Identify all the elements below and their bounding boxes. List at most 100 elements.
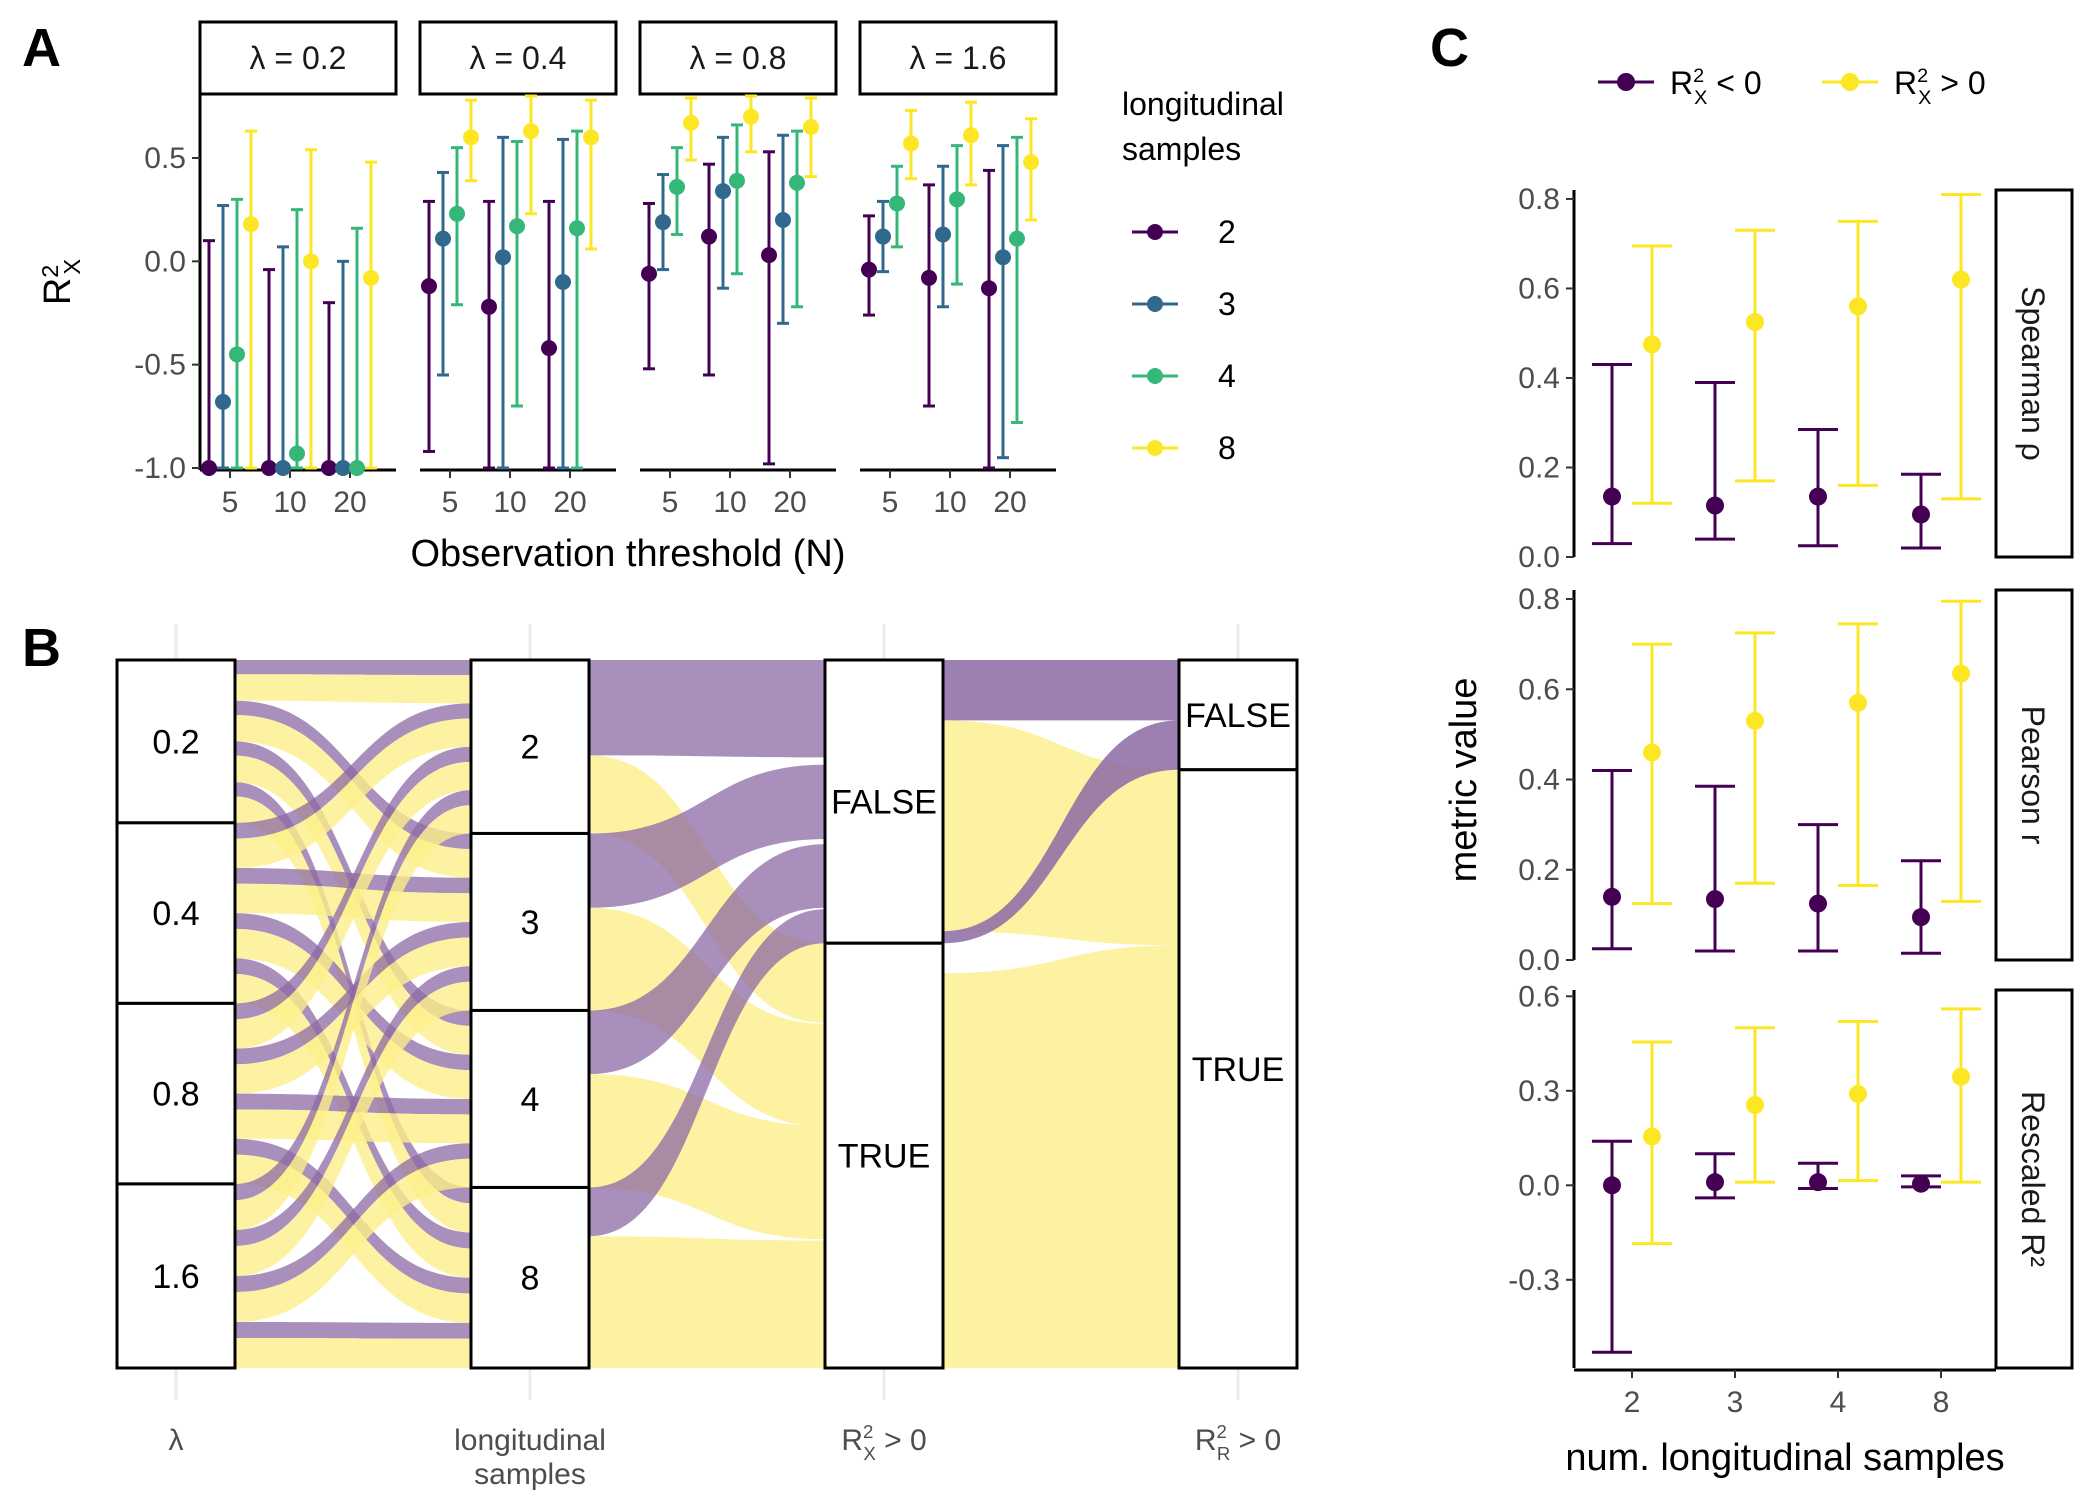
flow-ribbon-true-b <box>589 1236 825 1368</box>
y-axis-title-a: R2X <box>37 259 85 306</box>
x-axis-title-a: Observation threshold (N) <box>410 533 845 575</box>
flow-ribbon-true-b <box>235 674 471 704</box>
y-tick-label-a: 0.5 <box>144 142 186 175</box>
stratum-box-b <box>469 1185 591 1370</box>
x-tick-label-c: 3 <box>1727 1386 1744 1419</box>
stratum-box-b <box>1177 658 1299 772</box>
facet-strip-c-1 <box>1994 588 2074 962</box>
legend-label-a: 4 <box>1218 358 1236 394</box>
flow-ribbon-false-b <box>235 966 471 1247</box>
data-point-c <box>1809 894 1827 913</box>
x-tick-label-a: 5 <box>222 486 239 519</box>
y-tick-label-c: 0.0 <box>1518 944 1560 977</box>
flow-ribbon-true-b <box>943 945 1179 1368</box>
data-point-a-n8 <box>363 269 379 286</box>
stratum-label-b: 2 <box>521 729 540 767</box>
stratum-box-b <box>115 1001 237 1186</box>
x-tick-label-a: 5 <box>882 486 899 519</box>
stratum-label-b: TRUE <box>838 1138 931 1176</box>
data-point-a-n4 <box>229 346 245 363</box>
flow-ribbon-false-b <box>235 790 471 1201</box>
flow-ribbon-true-b <box>235 981 471 1276</box>
x-tick-label-a: 20 <box>333 486 366 519</box>
legend-title-a-line2: samples <box>1122 131 1241 167</box>
data-point-a-n4 <box>729 172 745 189</box>
data-point-a-n3 <box>715 183 731 200</box>
data-point-a-n3 <box>555 274 571 290</box>
x-tick-label-c: 4 <box>1830 1386 1847 1419</box>
y-tick-label-a: -1.0 <box>134 452 186 485</box>
data-point-c <box>1706 1173 1724 1192</box>
data-point-a-n4 <box>569 220 585 237</box>
data-point-c <box>1603 887 1621 906</box>
data-point-a-n2 <box>261 460 277 476</box>
data-point-a-n4 <box>949 191 965 208</box>
legend-title-a-line1: longitudinal <box>1122 86 1284 122</box>
data-point-a-n8 <box>963 127 979 144</box>
data-point-a-n8 <box>243 216 259 233</box>
facet-strip-c-0 <box>1994 188 2074 559</box>
facet-strip-label-group-c: Pearson r <box>2015 706 2051 845</box>
stratum-box-b <box>469 658 591 835</box>
data-point-a-n3 <box>335 460 351 476</box>
stratum-box-b <box>823 941 945 1370</box>
data-point-a-n3 <box>775 212 791 228</box>
x-tick-label-a: 20 <box>773 486 806 519</box>
legend-label-a: 3 <box>1218 286 1236 322</box>
stratum-label-b: 1.6 <box>152 1258 199 1296</box>
stratum-label-b: 3 <box>521 904 540 942</box>
data-point-a-n8 <box>683 114 699 131</box>
data-point-a-n3 <box>875 228 891 245</box>
data-point-c <box>1706 496 1724 515</box>
facet-strip-a-3 <box>858 20 1058 96</box>
legend-label-c: R2 X > 0 <box>1894 65 1986 109</box>
facet-strip-label-c-2: Rescaled R² <box>2015 1091 2051 1267</box>
data-point-c <box>1643 335 1661 354</box>
facet-strip-label-c-0: Spearman ρ <box>2015 286 2051 461</box>
data-point-a-n3 <box>935 226 951 243</box>
facet-strip-label-a-0: λ = 0.2 <box>250 40 347 76</box>
alluvial-axis-label-b: R2 R > 0 <box>1195 1421 1281 1464</box>
data-point-a-n2 <box>981 280 997 297</box>
legend-key-point-a <box>1147 368 1163 384</box>
stratum-box-b <box>115 658 237 825</box>
stratum-label-b: 0.2 <box>152 723 199 761</box>
data-point-a-n3 <box>995 249 1011 266</box>
data-point-a-n3 <box>275 460 291 476</box>
y-axis-title-group-c: metric value <box>1443 678 1485 883</box>
y-axis-title-c: metric value <box>1443 678 1485 883</box>
flows-b <box>235 660 1179 1368</box>
data-point-a-n4 <box>289 445 305 462</box>
data-point-a-n4 <box>449 205 465 222</box>
data-point-a-n8 <box>303 253 319 270</box>
y-tick-label-c: 0.8 <box>1518 583 1560 616</box>
stratum-label-b: 0.4 <box>152 895 199 933</box>
data-point-c <box>1809 487 1827 506</box>
data-point-a-n8 <box>903 135 919 152</box>
data-point-a-n8 <box>803 119 819 135</box>
x-tick-label-a: 10 <box>273 486 306 519</box>
flow-ribbon-true-b <box>589 1074 825 1240</box>
stratum-label-b: FALSE <box>1185 697 1291 735</box>
legend-label-c: R2 X < 0 <box>1670 65 1762 109</box>
facet-strip-label-group-c: Spearman ρ <box>2015 286 2051 461</box>
data-point-a-n3 <box>215 393 231 410</box>
data-point-a-n4 <box>1009 230 1025 247</box>
data-point-a-n2 <box>201 460 217 476</box>
data-point-c <box>1746 313 1764 332</box>
y-tick-label-c: 0.0 <box>1518 541 1560 574</box>
flow-ribbon-true-b <box>235 1338 471 1368</box>
flow-ribbon-false-b <box>589 909 825 1237</box>
y-tick-label-c: 0.6 <box>1518 980 1560 1013</box>
flow-ribbon-false-b <box>589 660 825 758</box>
facet-strip-c-2 <box>1994 988 2074 1370</box>
facet-strip-label-a-3: λ = 1.6 <box>910 40 1007 76</box>
data-point-a-n2 <box>321 460 337 476</box>
stratum-box-b <box>469 831 591 1012</box>
legend-key-point-a <box>1147 440 1163 456</box>
panel-b-alluvial: 0.2 0.4 0.8 1.6 2 3 4 8 FALSE TRUE FALSE TRUE λ longi… <box>115 624 1299 1491</box>
data-point-c <box>1746 711 1764 730</box>
data-point-a-n2 <box>481 298 497 315</box>
stratum-box-b <box>823 658 945 945</box>
stratum-label-b: 0.8 <box>152 1076 199 1114</box>
